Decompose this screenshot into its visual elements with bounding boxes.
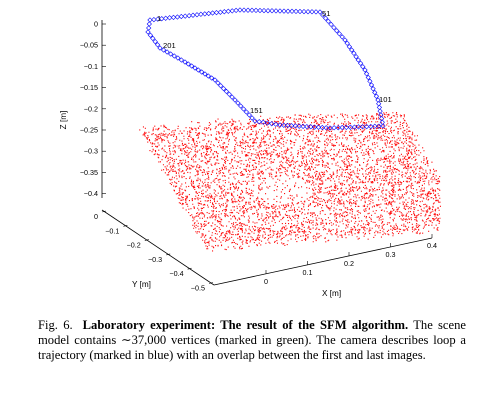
y-tick-label: −0.2 — [127, 241, 141, 250]
y-axis-line — [101, 209, 215, 286]
y-tick-mark — [101, 210, 107, 213]
tick-marks — [101, 23, 433, 284]
y-axis-label: Y [m] — [132, 280, 151, 289]
x-tick-label: 0.1 — [303, 268, 313, 277]
y-tick-label: −0.3 — [148, 255, 162, 264]
caption-text: The scene model contains ∼37,000 vertice… — [38, 318, 466, 363]
z-tick-label: −0.15 — [80, 83, 98, 92]
x-axis-label: X [m] — [322, 289, 341, 298]
y-tick-mark — [166, 253, 171, 256]
trajectory-markers — [145, 7, 386, 131]
y-tick-label: −0.1 — [105, 226, 119, 235]
y-tick-mark — [187, 267, 192, 270]
y-tick-mark — [144, 239, 149, 241]
figure-caption: Fig. 6. Laboratory experiment: The result… — [38, 318, 466, 364]
figure-number: Fig. 6. — [38, 318, 73, 332]
trajectory-frame-label: 151 — [250, 106, 263, 115]
trajectory-frame-label: 201 — [163, 41, 176, 50]
trajectory-frame-label: 101 — [379, 95, 392, 104]
z-tick-label: −0.2 — [84, 104, 98, 113]
z-axis-label: Z [m] — [59, 111, 68, 130]
y-tick-mark — [123, 225, 128, 227]
z-tick-label: −0.25 — [80, 126, 98, 135]
z-tick-label: −0.05 — [80, 41, 98, 50]
scene-points — [139, 112, 441, 252]
y-tick-label: −0.5 — [191, 284, 205, 293]
z-tick-label: −0.3 — [84, 147, 98, 156]
z-tick-label: 0 — [94, 20, 98, 29]
trajectory-frame-label: 1 — [157, 14, 161, 23]
y-tick-label: 0 — [94, 212, 98, 221]
y-tick-mark — [208, 282, 214, 284]
z-tick-label: −0.35 — [80, 168, 98, 177]
z-tick-label: −0.4 — [84, 189, 98, 198]
x-axis-line — [213, 237, 433, 286]
x-tick-label: 0.2 — [344, 259, 354, 268]
z-tick-label: −0.1 — [84, 62, 98, 71]
x-tick-label: 0.4 — [427, 241, 437, 250]
tick-and-axis-labels: 0 −0.05 −0.1 −0.15 −0.2 −0.25 −0.3 −0.35 −0.4 0 −0… — [59, 20, 437, 299]
x-tick-label: 0 — [264, 277, 268, 286]
trajectory-frame-label: 51 — [322, 9, 330, 18]
caption-title: Laboratory experiment: The result of the… — [82, 318, 409, 332]
y-tick-label: −0.4 — [169, 269, 183, 278]
x-tick-label: 0.3 — [386, 250, 396, 259]
scene-point-cloud — [139, 112, 441, 252]
